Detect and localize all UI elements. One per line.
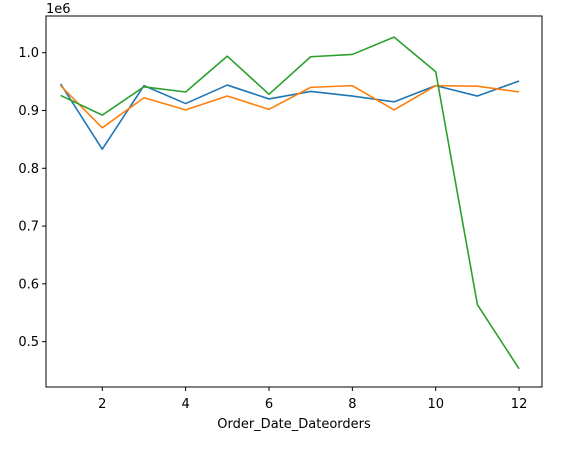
x-axis-ticks: 2 4 6 8 10 12 [98,387,527,412]
series-line-2 [60,84,520,129]
x-tick-label: 12 [511,397,528,412]
series-layer [59,36,520,370]
x-tick-label: 10 [427,397,444,412]
y-tick-label: 0.9 [18,104,39,119]
x-axis-label: Order_Date_Dateorders [217,417,371,432]
x-tick-label: 8 [348,397,356,412]
y-tick-label: 0.7 [18,220,39,235]
series-line-1 [59,80,520,150]
y-axis-ticks: 0.5 0.6 0.7 0.8 0.9 1.0 [18,46,46,350]
y-tick-label: 0.8 [18,162,39,177]
y-tick-label: 0.6 [18,277,39,292]
x-tick-label: 6 [265,397,273,412]
y-offset-label: 1e6 [46,2,71,17]
plot-frame [45,15,543,388]
y-tick-label: 1.0 [18,46,39,61]
x-tick-label: 4 [181,397,189,412]
y-tick-label: 0.5 [18,335,39,350]
series-line-3 [60,36,520,370]
x-tick-label: 2 [98,397,106,412]
